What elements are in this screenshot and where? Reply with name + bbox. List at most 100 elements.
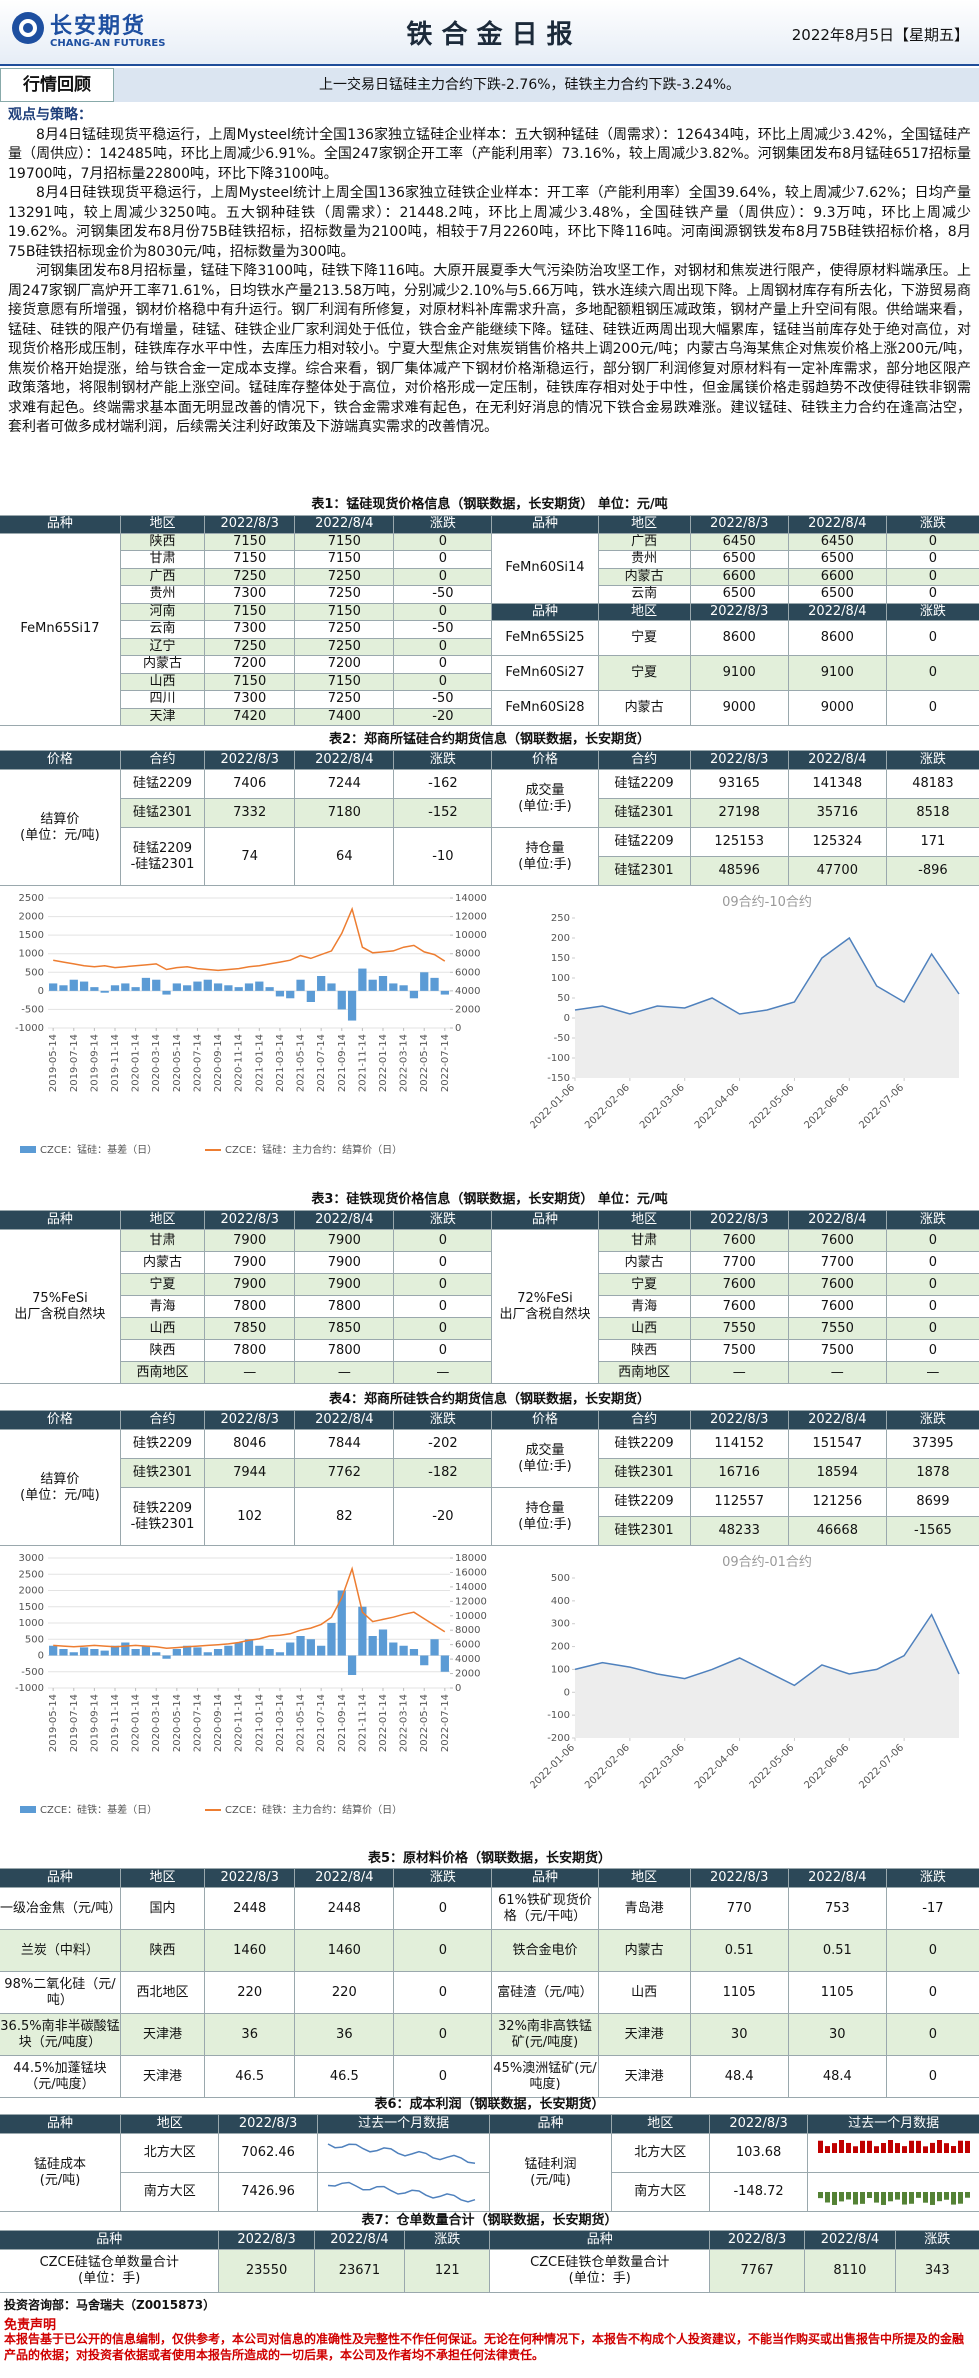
table-cell: 甘肃 <box>120 1230 205 1251</box>
table-cell: 2022/8/4 <box>295 516 394 533</box>
sparkline-bar <box>824 2146 830 2153</box>
x-tick-label: 2022-01-14 <box>378 1694 389 1752</box>
table-cell: 价格 <box>492 751 598 769</box>
sparkline <box>327 2181 475 2203</box>
table-cell: -202 <box>394 1430 492 1458</box>
table-cell: 7150 <box>295 603 394 620</box>
table-cell: 98%二氧化硅（元/吨） <box>0 1972 120 2013</box>
table-cell: 涨跌 <box>394 1211 492 1229</box>
table: 品种 地区 2022/8/3 过去一个月数据 品种 地区 2022/8/3 过去一个月数据 锰硅… <box>0 2114 979 2212</box>
bar <box>162 1655 171 1659</box>
table-cell: 内蒙古 <box>120 656 205 673</box>
table-cell: FeMn65Si25 <box>492 621 598 655</box>
table-cell: 2022/8/4 <box>295 751 394 769</box>
table-cell: 7900 <box>295 1274 394 1295</box>
table-cell: 6500 <box>788 586 886 603</box>
logo-text: 长安期货 <box>50 14 147 39</box>
x-tick-label: 2020-09-14 <box>213 1694 224 1752</box>
y-tick-label: -500 <box>21 1667 44 1678</box>
table-cell: 7600 <box>788 1230 886 1251</box>
x-tick-label: 2022-05-06 <box>748 1082 797 1131</box>
table-cell: 品种 <box>492 516 598 533</box>
y-tick-label: -50 <box>554 1033 570 1044</box>
table-cell: 23671 <box>314 2250 405 2292</box>
table-cell: 西南地区 <box>598 1362 690 1383</box>
table-cell: -10 <box>394 828 492 885</box>
table-cell: 陕西 <box>120 1340 205 1361</box>
x-tick-label: 2021-07-14 <box>316 1694 327 1752</box>
table-cell: 7900 <box>295 1230 394 1251</box>
table-cell: 9000 <box>788 691 886 725</box>
y-tick-label: 500 <box>25 1634 44 1645</box>
table-cell: 2022/8/3 <box>690 751 788 769</box>
table-cell: 宁夏 <box>120 1274 205 1295</box>
table-cell: 贵州 <box>120 586 205 603</box>
x-tick-label: 2020-09-14 <box>213 1034 224 1092</box>
table-cell: 硅铁2301 <box>598 1517 690 1545</box>
table-cell: 7180 <box>295 799 394 827</box>
table-cell: 0 <box>886 1318 979 1339</box>
bar <box>378 1629 388 1656</box>
disclaimer: 本报告基于已公开的信息编制，仅供参考，本公司对信息的准确性及完整性不作任何保证。… <box>4 2332 965 2362</box>
table-cell: 云南 <box>120 621 205 638</box>
table-cell: 陕西 <box>598 1340 690 1361</box>
sparkline-bar <box>894 2192 900 2200</box>
table-cell: — <box>394 1362 492 1383</box>
table-cell: 合约 <box>120 751 205 769</box>
x-tick-label: 2019-09-14 <box>89 1694 100 1752</box>
y-tick-label: 100 <box>551 1664 570 1675</box>
table-cell: 1105 <box>788 1972 886 2013</box>
table-cell: 地区 <box>598 1869 690 1887</box>
y-tick-label: 1500 <box>19 930 44 941</box>
table-cell: 7900 <box>295 1252 394 1273</box>
x-tick-label: 2020-03-14 <box>151 1034 162 1092</box>
table-cell: — <box>690 1362 788 1383</box>
sparkline-bar <box>838 2140 844 2153</box>
table-cell: 6500 <box>690 586 788 603</box>
table-cell: 硅锰2301 <box>598 857 690 885</box>
bar <box>337 990 346 1010</box>
y2-tick-label: 10000 <box>455 1611 487 1622</box>
line <box>574 1613 960 1687</box>
table-cell: 内蒙古 <box>598 1252 690 1273</box>
chart-title: 09合约-01合约 <box>722 1555 812 1570</box>
table-cell: 陕西 <box>120 533 205 550</box>
table-cell: 72%FeSi 出厂含税自然块 <box>492 1230 598 1383</box>
sparkline-bar <box>964 2192 970 2198</box>
bar <box>49 983 58 991</box>
y-tick-label: 200 <box>551 933 570 944</box>
table-cell: 甘肃 <box>120 551 205 568</box>
table-cell: 7944 <box>205 1459 295 1487</box>
bar <box>420 972 429 991</box>
table-cell: 成交量 (单位:手) <box>492 1430 598 1487</box>
table-cell: 合约 <box>598 1411 690 1429</box>
y2-tick-label: 8000 <box>455 1625 480 1636</box>
table-cell: 7150 <box>205 533 295 550</box>
table-cell: 山西 <box>120 673 205 690</box>
table-cell: 16716 <box>690 1459 788 1487</box>
bar <box>141 1645 151 1656</box>
table-cell: 75%FeSi 出厂含税自然块 <box>0 1230 120 1383</box>
table-cell: 7600 <box>690 1230 788 1251</box>
sparkline-bar <box>943 2143 949 2153</box>
table-cell: 7150 <box>205 673 295 690</box>
table-cell: 0 <box>886 656 979 690</box>
table-cell: 0 <box>886 2056 979 2097</box>
table-cell: 青海 <box>120 1296 205 1317</box>
y-tick-label: 500 <box>25 967 44 978</box>
sparkline-bar <box>831 2192 837 2205</box>
sparkline-bar <box>887 2192 893 2202</box>
sparkline-cell <box>808 2173 979 2211</box>
table-cell: 品种 <box>490 2231 709 2249</box>
table-cell: — <box>886 1362 979 1383</box>
table: 品种 地区 2022/8/3 2022/8/4 涨跌 品种 地区 2022/8/3 2022/8… <box>0 1868 979 2098</box>
x-tick-label: 2019-11-14 <box>110 1694 121 1752</box>
x-tick-label: 2022-02-06 <box>583 1742 632 1791</box>
bar <box>255 1645 264 1656</box>
y-tick-label: 2500 <box>19 1569 44 1580</box>
y-tick-label: 2500 <box>19 893 44 904</box>
paragraph: 河钢集团发布8月招标量，锰硅下降3100吨，硅铁下降116吨。大原开展夏季大气污… <box>8 263 971 435</box>
author: 投资咨询部：马舍瑞夫（Z0015873） <box>4 2298 216 2312</box>
table-cell: 0 <box>394 1972 492 2013</box>
table-cell: 0 <box>394 533 492 550</box>
